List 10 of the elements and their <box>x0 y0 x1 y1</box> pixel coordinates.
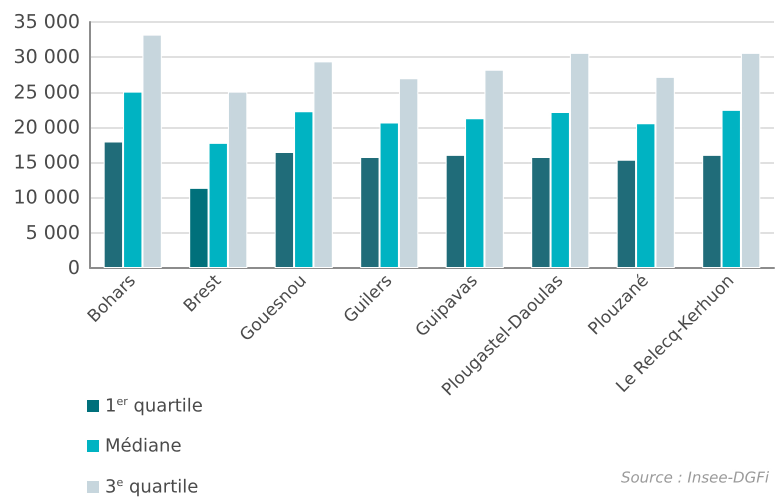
y-tick-label: 20 000 <box>14 116 80 138</box>
y-tick-label: 25 000 <box>14 81 80 104</box>
y-tick-label: 0 <box>68 257 80 279</box>
legend-label: Médiane <box>105 436 182 456</box>
y-tick-label: 30 000 <box>14 46 80 68</box>
source-note: Source : Insee-DGFi <box>620 468 770 486</box>
y-tick-label: 35 000 <box>14 11 80 33</box>
y-tick-label: 5 000 <box>26 222 80 244</box>
y-tick-label: 15 000 <box>14 152 80 174</box>
y-tick-label: 10 000 <box>14 186 80 209</box>
